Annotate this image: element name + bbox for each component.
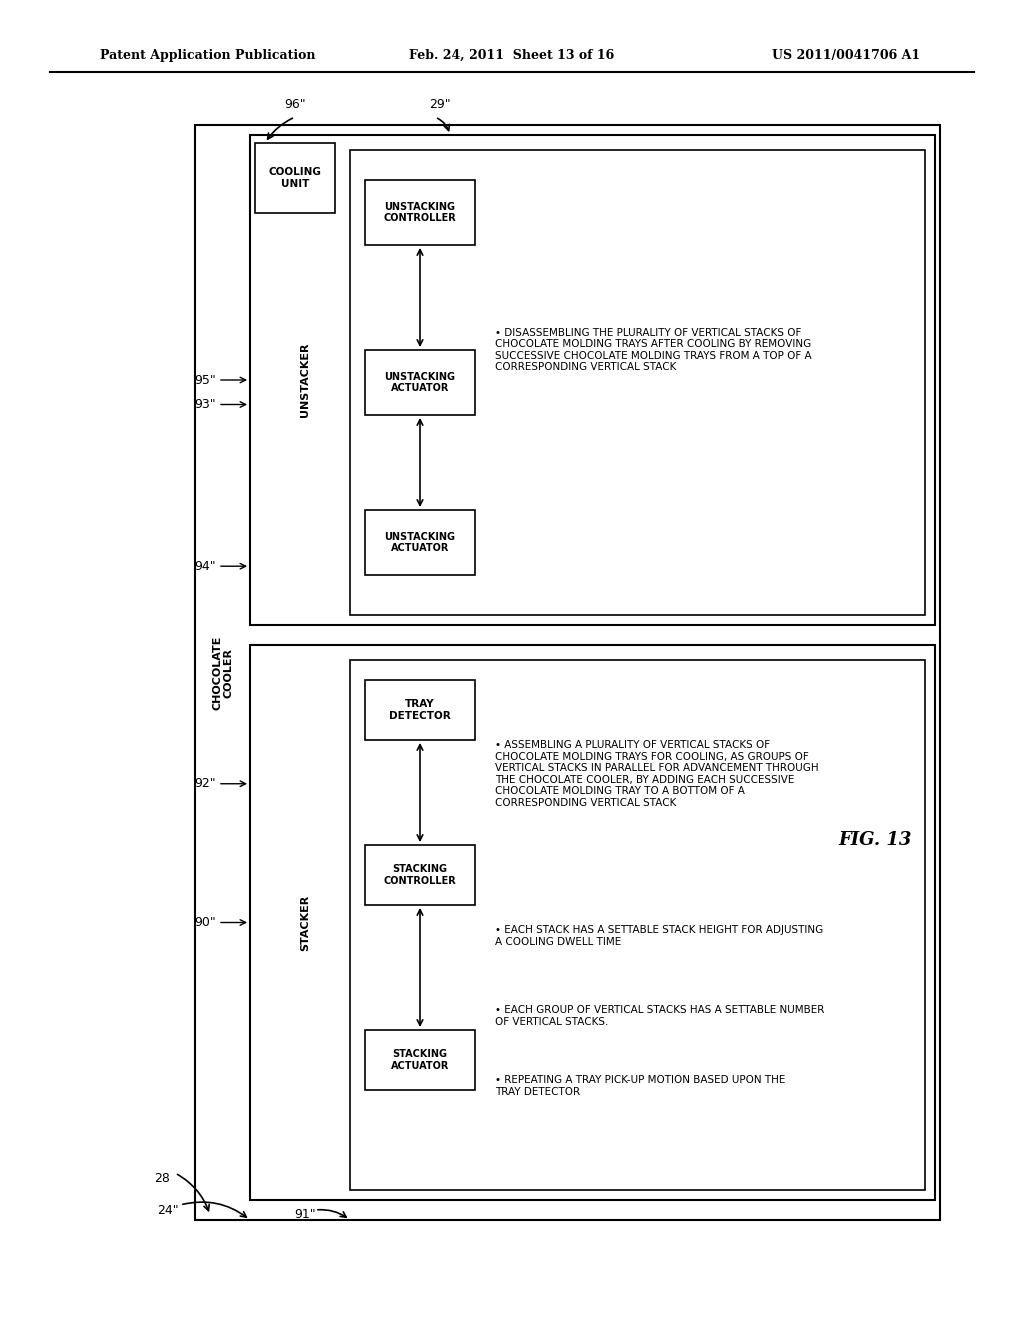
Bar (350, 660, 925, 1191)
Bar (250, 645, 935, 1200)
Text: 95": 95" (195, 374, 216, 387)
Text: 96": 96" (285, 99, 306, 111)
Text: FIG. 13: FIG. 13 (839, 832, 911, 849)
Bar (365, 680, 475, 741)
Text: CHOCOLATE
COOLER: CHOCOLATE COOLER (212, 635, 233, 710)
Text: UNSTACKING
ACTUATOR: UNSTACKING ACTUATOR (384, 532, 456, 553)
Text: 90": 90" (195, 916, 216, 929)
Text: STACKING
CONTROLLER: STACKING CONTROLLER (384, 865, 457, 886)
Text: • ASSEMBLING A PLURALITY OF VERTICAL STACKS OF
CHOCOLATE MOLDING TRAYS FOR COOLI: • ASSEMBLING A PLURALITY OF VERTICAL STA… (495, 741, 818, 808)
Text: 91": 91" (294, 1209, 315, 1221)
Text: UNSTACKER: UNSTACKER (300, 343, 310, 417)
Text: 94": 94" (195, 560, 216, 573)
Text: • DISASSEMBLING THE PLURALITY OF VERTICAL STACKS OF
CHOCOLATE MOLDING TRAYS AFTE: • DISASSEMBLING THE PLURALITY OF VERTICA… (495, 327, 812, 372)
Text: UNSTACKING
CONTROLLER: UNSTACKING CONTROLLER (384, 202, 457, 223)
Text: 24": 24" (158, 1204, 179, 1217)
Text: 29": 29" (429, 99, 451, 111)
Text: • EACH GROUP OF VERTICAL STACKS HAS A SETTABLE NUMBER
OF VERTICAL STACKS.: • EACH GROUP OF VERTICAL STACKS HAS A SE… (495, 1005, 824, 1027)
Text: • REPEATING A TRAY PICK-UP MOTION BASED UPON THE
TRAY DETECTOR: • REPEATING A TRAY PICK-UP MOTION BASED … (495, 1074, 785, 1097)
Bar (350, 150, 925, 615)
Bar (195, 125, 940, 1220)
Bar (365, 350, 475, 414)
Text: Patent Application Publication: Patent Application Publication (100, 49, 315, 62)
Text: TRAY
DETECTOR: TRAY DETECTOR (389, 700, 451, 721)
Bar (365, 1030, 475, 1090)
Bar (250, 135, 935, 624)
Bar (365, 845, 475, 906)
Text: Feb. 24, 2011  Sheet 13 of 16: Feb. 24, 2011 Sheet 13 of 16 (410, 49, 614, 62)
Bar (365, 510, 475, 576)
Text: COOLING
UNIT: COOLING UNIT (268, 168, 322, 189)
Text: STACKER: STACKER (300, 895, 310, 950)
Text: 92": 92" (195, 777, 216, 791)
Text: 28: 28 (154, 1172, 170, 1184)
Bar (255, 143, 335, 213)
Text: • EACH STACK HAS A SETTABLE STACK HEIGHT FOR ADJUSTING
A COOLING DWELL TIME: • EACH STACK HAS A SETTABLE STACK HEIGHT… (495, 925, 823, 946)
Text: US 2011/0041706 A1: US 2011/0041706 A1 (772, 49, 920, 62)
Text: UNSTACKING
ACTUATOR: UNSTACKING ACTUATOR (384, 372, 456, 393)
Text: 93": 93" (195, 399, 216, 411)
Text: STACKING
ACTUATOR: STACKING ACTUATOR (391, 1049, 450, 1071)
Bar (365, 180, 475, 246)
